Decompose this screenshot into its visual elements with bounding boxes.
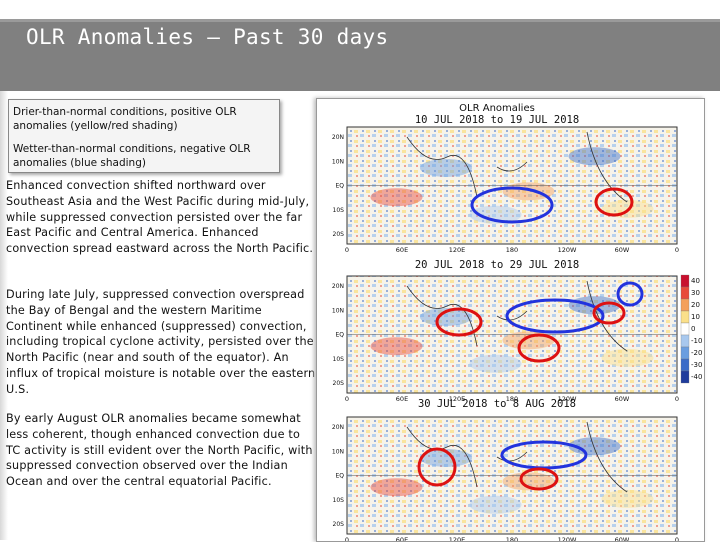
colorbar-label: 40 (691, 277, 700, 285)
panel-date-label: 20 JUL 2018 to 29 JUL 2018 (415, 259, 579, 271)
colorbar-swatch (680, 358, 690, 372)
anomaly-blob (370, 337, 423, 356)
lon-tick-label: 0 (675, 536, 679, 541)
olr-panel: 20 JUL 2018 to 29 JUL 2018 20N 10N EQ 10S 20S… (332, 259, 679, 403)
title-bar: OLR Anomalies – Past 30 days (0, 19, 720, 91)
anomaly-blob (469, 354, 522, 373)
colorbar-swatch (680, 310, 690, 324)
anomaly-blob (601, 489, 654, 508)
lon-tick-label: 120W (558, 246, 577, 254)
panel-date-label: 30 JUL 2018 to 8 AUG 2018 (418, 398, 576, 410)
lon-tick-label: 0 (345, 536, 349, 541)
lon-tick-label: 180 (506, 536, 518, 541)
lat-tick-label: 10N (332, 158, 344, 165)
anomaly-blob (601, 348, 654, 367)
colorbar-label: 0 (691, 325, 695, 333)
anomaly-blob (469, 495, 522, 514)
colorbar-label: -20 (691, 349, 702, 357)
lon-tick-label: 0 (345, 246, 349, 254)
anomaly-blob (502, 472, 555, 491)
lat-tick-label: 20S (333, 521, 345, 528)
lon-tick-label: 60W (615, 246, 630, 254)
colorbar-label: -10 (691, 337, 702, 345)
lon-tick-label: 0 (345, 395, 349, 403)
lon-tick-label: 180 (506, 395, 518, 403)
lat-tick-label: 20S (333, 380, 345, 387)
suppressed-convection-circle (417, 447, 457, 487)
panel-date-label: 10 JUL 2018 to 19 JUL 2018 (415, 114, 579, 126)
colorbar-swatch (680, 334, 690, 348)
left-shadow (0, 91, 8, 540)
lat-tick-label: 20N (332, 283, 344, 290)
coastline (406, 131, 628, 203)
anomaly-blob (502, 331, 555, 350)
colorbar-label: 20 (691, 301, 700, 309)
lat-tick-label: 20N (332, 134, 344, 141)
colorbar: 40 30 20 10 0 -10 -20 -30 -40 (680, 274, 702, 384)
colorbar-label: -30 (691, 361, 702, 369)
lon-tick-label: 0 (675, 395, 679, 403)
lat-tick-label: EQ (335, 473, 344, 480)
lat-tick-label: 10S (333, 207, 345, 214)
lon-tick-label: 180 (506, 246, 518, 254)
olr-panel: 10 JUL 2018 to 19 JUL 2018 20N 10N EQ 10S 20S… (332, 114, 679, 254)
lat-tick-label: EQ (335, 183, 344, 190)
lat-tick-label: 10N (332, 448, 344, 455)
lon-tick-label: 120E (449, 395, 466, 403)
anomaly-blob (420, 158, 472, 177)
lat-tick-label: 10S (333, 497, 345, 504)
lat-tick-label: 10N (332, 307, 344, 314)
lon-tick-label: 60E (396, 536, 408, 541)
colorbar-label: -40 (691, 373, 702, 381)
colorbar-swatch (680, 370, 690, 384)
anomaly-blob (568, 147, 621, 166)
legend-box: Drier-than-normal conditions, positive O… (8, 99, 280, 173)
colorbar-swatch (680, 322, 690, 336)
paragraph-late-july: During late July, suppressed convection … (6, 288, 316, 396)
suppressed-convection-circle (517, 333, 561, 363)
olr-figure: OLR Anomalies 10 JUL 2018 to 19 JUL 2018… (316, 98, 705, 542)
coastline (406, 280, 628, 352)
anomaly-blob (420, 448, 472, 467)
suppressed-convection-circle (519, 467, 559, 491)
paragraph-early-august: By early August OLR anomalies became som… (6, 412, 313, 489)
colorbar-swatch (680, 274, 690, 288)
olr-figure-svg: OLR Anomalies 10 JUL 2018 to 19 JUL 2018… (332, 103, 703, 541)
suppressed-convection-circle (592, 301, 626, 325)
anomaly-blob (469, 205, 522, 224)
lat-tick-label: 20S (333, 231, 345, 238)
suppressed-convection-circle (594, 187, 634, 217)
lat-tick-label: 10S (333, 356, 345, 363)
lon-tick-label: 60W (615, 536, 630, 541)
paragraph-mid-july: Enhanced convection shifted northward ov… (6, 179, 314, 256)
colorbar-swatch (680, 346, 690, 360)
enhanced-convection-circle (470, 186, 554, 224)
colorbar-swatch (680, 286, 690, 300)
lon-tick-label: 120W (558, 536, 577, 541)
legend-wet-text: Wetter-than-normal conditions, negative … (13, 143, 251, 169)
anomaly-blob (420, 307, 472, 326)
lat-tick-label: EQ (335, 332, 344, 339)
lon-tick-label: 120E (449, 246, 466, 254)
suppressed-convection-circle (435, 307, 483, 337)
lon-tick-label: 60E (396, 395, 408, 403)
lon-tick-label: 0 (675, 246, 679, 254)
lon-tick-label: 60W (615, 395, 630, 403)
figure-header: OLR Anomalies (459, 103, 535, 114)
coastline (406, 421, 628, 493)
colorbar-label: 10 (691, 313, 700, 321)
olr-panel: 30 JUL 2018 to 8 AUG 2018 20N 10N EQ 10S 20S 0… (332, 398, 679, 541)
legend-dry-text: Drier-than-normal conditions, positive O… (13, 106, 237, 132)
enhanced-convection-circle (505, 298, 605, 334)
enhanced-convection-circle (616, 281, 644, 307)
lon-tick-label: 120W (558, 395, 577, 403)
lon-tick-label: 120E (449, 536, 466, 541)
slide-title: OLR Anomalies – Past 30 days (26, 25, 389, 49)
colorbar-swatch (680, 298, 690, 312)
anomaly-blob (370, 188, 423, 207)
lat-tick-label: 20N (332, 424, 344, 431)
anomaly-blob (370, 478, 423, 497)
colorbar-label: 30 (691, 289, 700, 297)
lon-tick-label: 60E (396, 246, 408, 254)
